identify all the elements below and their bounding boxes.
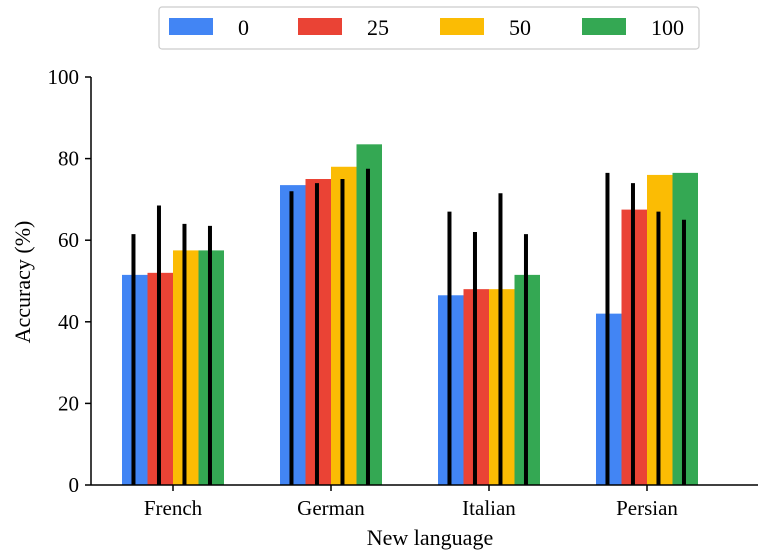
x-axis-label: New language — [367, 525, 493, 550]
legend-swatch-25 — [298, 18, 342, 35]
legend-label-50: 50 — [509, 15, 531, 40]
x-tick-label: French — [144, 496, 203, 520]
legend-frame — [158, 6, 700, 50]
x-tick-label: German — [297, 496, 365, 520]
error-bars — [131, 168, 686, 485]
y-axis-label: Accuracy (%) — [10, 221, 35, 344]
x-tick-label: Italian — [462, 496, 516, 520]
legend-swatch-50 — [440, 18, 484, 35]
legend-label-25: 25 — [367, 15, 389, 40]
legend-label-0: 0 — [238, 15, 249, 40]
y-tick-label: 100 — [48, 65, 80, 89]
axes: 0 20 40 60 80 100 French German Italian Persian — [48, 65, 758, 520]
y-tick-label: 0 — [69, 473, 80, 497]
legend-swatch-0 — [169, 18, 213, 35]
y-tick-label: 40 — [58, 310, 79, 334]
y-tick-label: 20 — [58, 391, 79, 415]
legend: 0 25 50 100 — [158, 6, 700, 50]
legend-swatch-100 — [582, 18, 626, 35]
x-tick-label: Persian — [616, 496, 678, 520]
y-tick-label: 60 — [58, 228, 79, 252]
legend-label-100: 100 — [651, 15, 684, 40]
y-tick-label: 80 — [58, 147, 79, 171]
